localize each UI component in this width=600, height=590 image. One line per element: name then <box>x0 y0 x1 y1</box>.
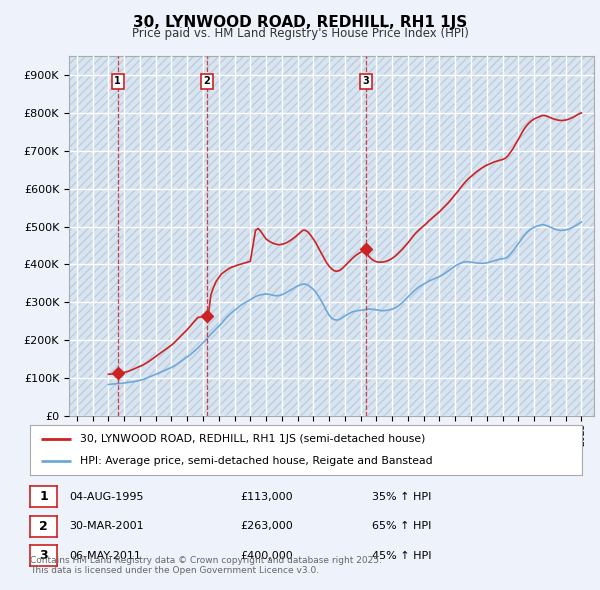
Text: 65% ↑ HPI: 65% ↑ HPI <box>372 522 431 531</box>
Text: 30-MAR-2001: 30-MAR-2001 <box>69 522 143 531</box>
Text: HPI: Average price, semi-detached house, Reigate and Banstead: HPI: Average price, semi-detached house,… <box>80 456 433 466</box>
Text: 45% ↑ HPI: 45% ↑ HPI <box>372 551 431 560</box>
Text: 2: 2 <box>39 520 48 533</box>
Text: 35% ↑ HPI: 35% ↑ HPI <box>372 492 431 502</box>
Text: 3: 3 <box>363 76 370 86</box>
Text: 2: 2 <box>203 76 211 86</box>
Text: £263,000: £263,000 <box>240 522 293 531</box>
Text: 04-AUG-1995: 04-AUG-1995 <box>69 492 143 502</box>
Text: Contains HM Land Registry data © Crown copyright and database right 2025.
This d: Contains HM Land Registry data © Crown c… <box>30 556 382 575</box>
Text: 06-MAY-2011: 06-MAY-2011 <box>69 551 141 560</box>
Text: 3: 3 <box>39 549 48 562</box>
Text: £400,000: £400,000 <box>240 551 293 560</box>
Text: £113,000: £113,000 <box>240 492 293 502</box>
Text: 1: 1 <box>115 76 121 86</box>
Text: 30, LYNWOOD ROAD, REDHILL, RH1 1JS: 30, LYNWOOD ROAD, REDHILL, RH1 1JS <box>133 15 467 30</box>
Text: Price paid vs. HM Land Registry's House Price Index (HPI): Price paid vs. HM Land Registry's House … <box>131 27 469 40</box>
Text: 30, LYNWOOD ROAD, REDHILL, RH1 1JS (semi-detached house): 30, LYNWOOD ROAD, REDHILL, RH1 1JS (semi… <box>80 434 425 444</box>
Text: 1: 1 <box>39 490 48 503</box>
